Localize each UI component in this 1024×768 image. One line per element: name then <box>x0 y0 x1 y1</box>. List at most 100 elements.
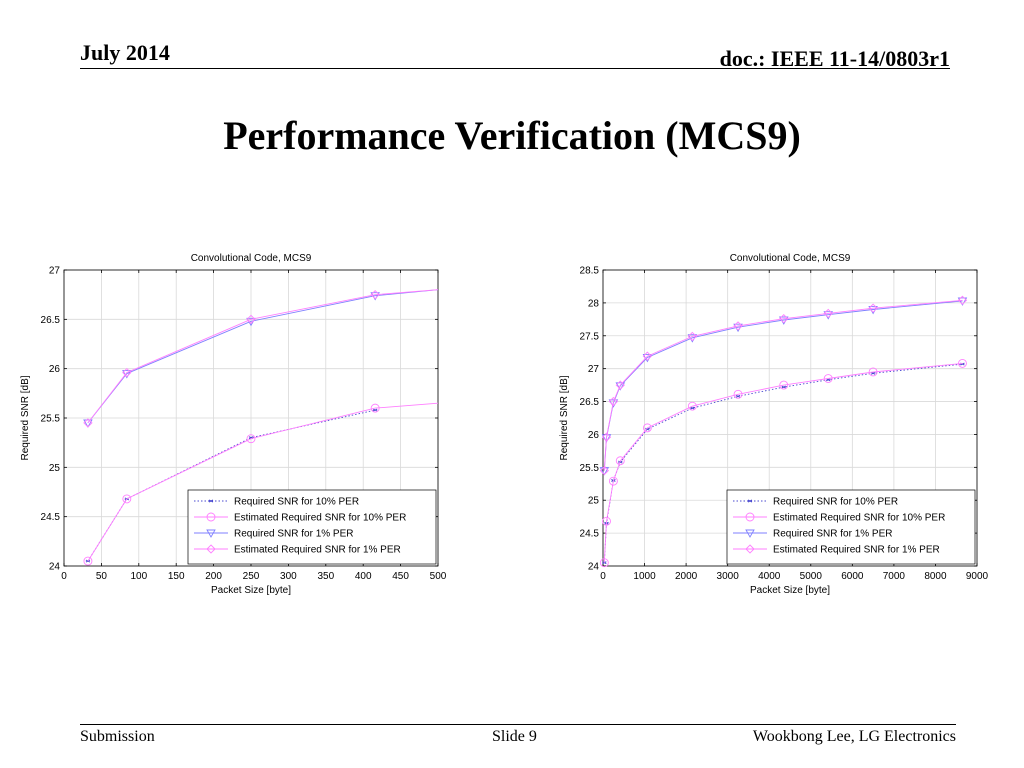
data-point <box>602 516 611 526</box>
x-tick-label: 300 <box>280 571 297 582</box>
legend-marker <box>745 529 755 538</box>
chart-title: Convolutional Code, MCS9 <box>191 253 312 264</box>
data-point <box>615 380 625 390</box>
y-tick-label: 25 <box>49 463 61 474</box>
data-point <box>246 314 256 324</box>
series-2 <box>83 402 439 566</box>
legend-label: Required SNR for 10% PER <box>234 497 359 508</box>
document-id: doc.: IEEE 11-14/0803r1 <box>719 46 950 71</box>
x-tick-label: 9000 <box>966 571 989 582</box>
data-point <box>122 494 132 504</box>
data-point <box>642 351 653 361</box>
y-tick-label: 25 <box>588 496 600 507</box>
x-tick-label: 6000 <box>841 571 864 582</box>
data-point <box>370 290 380 300</box>
header-divider <box>80 68 950 69</box>
legend-label: Required SNR for 1% PER <box>773 529 893 540</box>
footer-author: Wookbong Lee, LG Electronics <box>752 728 956 745</box>
x-axis-label: Packet Size [byte] <box>750 585 830 596</box>
y-tick-label: 28.5 <box>580 266 600 277</box>
slide-title: Performance Verification (MCS9) <box>223 113 801 158</box>
data-point <box>122 367 132 378</box>
y-tick-label: 27.5 <box>580 331 600 342</box>
y-tick-label: 26 <box>49 364 61 375</box>
legend-label: Required SNR for 1% PER <box>234 529 354 540</box>
data-point <box>370 403 380 413</box>
series-line <box>603 362 963 563</box>
y-tick-label: 24.5 <box>580 529 600 540</box>
legend-label: Estimated Required SNR for 1% PER <box>234 545 401 556</box>
footer-slide-number: Slide 9 <box>492 728 537 745</box>
data-point <box>615 456 625 466</box>
plot-frame <box>602 269 978 567</box>
data-point <box>733 321 743 331</box>
legend-marker <box>208 499 214 503</box>
y-axis-label: Required SNR [dB] <box>559 375 570 460</box>
data-point <box>868 303 878 313</box>
data-point <box>823 374 833 383</box>
x-tick-label: 8000 <box>924 571 947 582</box>
legend-marker <box>745 512 755 522</box>
x-tick-label: 100 <box>130 571 147 582</box>
y-tick-label: 24 <box>588 562 600 573</box>
data-point <box>602 561 607 565</box>
y-tick-label: 28 <box>588 298 600 309</box>
x-tick-label: 200 <box>205 571 222 582</box>
data-point <box>779 380 789 390</box>
slide-date: July 2014 <box>80 40 170 65</box>
series-line <box>87 289 439 424</box>
legend-label: Estimated Required SNR for 10% PER <box>773 513 945 524</box>
series-4 <box>599 295 968 476</box>
data-point <box>735 394 741 398</box>
x-tick-label: 3000 <box>717 571 740 582</box>
data-point <box>608 396 619 407</box>
legend-marker <box>745 544 755 554</box>
legend-marker <box>206 529 216 538</box>
chart-svg: 0 1000 2000 3000 4000 5000 6000 7000 8000 9000 24 2… <box>559 253 989 596</box>
legend: Required SNR for 10% PER Estimated Requir… <box>726 489 976 565</box>
legend-box <box>726 489 976 565</box>
data-point <box>83 419 93 428</box>
legend: Required SNR for 10% PER Estimated Requir… <box>187 489 437 565</box>
series-4 <box>83 289 439 428</box>
data-point <box>601 432 612 442</box>
data-point <box>601 434 612 443</box>
legend-box <box>187 489 437 565</box>
chart-svg: 0 50 100 150 200 250 300 350 400 450 500 24 24.5 25 25… <box>20 253 447 596</box>
data-point <box>690 406 695 410</box>
data-point <box>687 401 697 411</box>
data-point <box>599 558 609 568</box>
data-point <box>687 331 697 342</box>
x-tick-label: 150 <box>168 571 185 582</box>
chart-title: Convolutional Code, MCS9 <box>730 253 851 264</box>
data-point <box>779 314 789 324</box>
y-tick-label: 25.5 <box>580 463 600 474</box>
x-tick-label: 400 <box>355 571 372 582</box>
y-tick-label: 26.5 <box>41 315 61 326</box>
y-tick-label: 27 <box>588 364 600 375</box>
x-tick-label: 500 <box>430 571 447 582</box>
data-point <box>599 465 609 476</box>
x-tick-label: 7000 <box>883 571 906 582</box>
x-tick-label: 0 <box>61 571 67 582</box>
x-tick-label: 350 <box>317 571 334 582</box>
series-1 <box>602 362 965 565</box>
y-tick-label: 24 <box>49 562 61 573</box>
data-point <box>642 423 652 433</box>
x-tick-label: 4000 <box>758 571 781 582</box>
x-tick-label: 5000 <box>800 571 823 582</box>
chart-short-packets: 0 50 100 150 200 250 300 350 400 450 500 24 24.5 25 25… <box>12 245 482 605</box>
x-tick-label: 450 <box>392 571 409 582</box>
data-point <box>615 382 626 391</box>
chart-long-packets: 0 1000 2000 3000 4000 5000 6000 7000 8000 9000 24 2… <box>551 245 1021 605</box>
x-axis-label: Packet Size [byte] <box>211 585 291 596</box>
legend-label: Required SNR for 10% PER <box>773 497 898 508</box>
x-tick-label: 2000 <box>675 571 698 582</box>
y-axis-label: Required SNR [dB] <box>20 375 31 460</box>
legend-marker <box>206 544 216 554</box>
data-point <box>246 434 256 444</box>
data-point <box>733 389 743 399</box>
data-point <box>957 295 968 305</box>
data-point <box>83 556 93 566</box>
data-point <box>823 308 833 319</box>
